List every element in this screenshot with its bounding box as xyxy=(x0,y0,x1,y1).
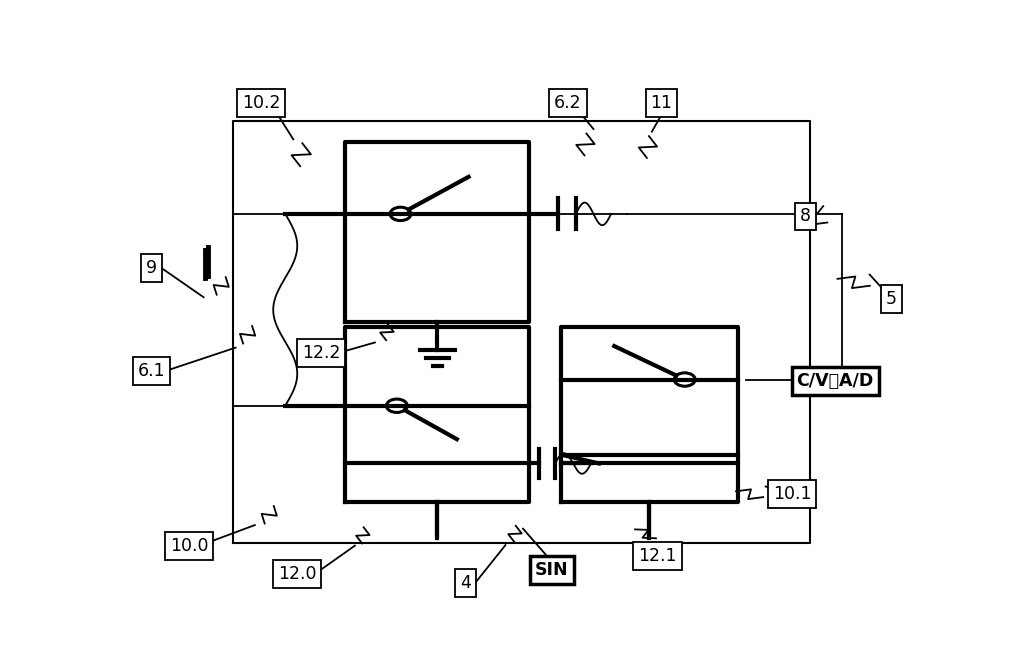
Text: 10.1: 10.1 xyxy=(773,485,811,503)
Text: 10.0: 10.0 xyxy=(169,536,209,554)
Text: 6.1: 6.1 xyxy=(137,362,165,380)
Text: 11: 11 xyxy=(651,94,672,112)
Text: 6.2: 6.2 xyxy=(554,94,582,112)
Text: 12.1: 12.1 xyxy=(638,547,677,565)
Text: 4: 4 xyxy=(460,574,471,593)
Text: 12.0: 12.0 xyxy=(278,565,316,583)
Text: SIN: SIN xyxy=(535,561,568,579)
Text: C/V、A/D: C/V、A/D xyxy=(796,372,874,390)
Text: 9: 9 xyxy=(146,259,157,277)
Text: 12.2: 12.2 xyxy=(302,344,341,362)
Text: 10.2: 10.2 xyxy=(242,94,281,112)
Text: 5: 5 xyxy=(885,290,897,308)
Text: 8: 8 xyxy=(801,208,811,226)
